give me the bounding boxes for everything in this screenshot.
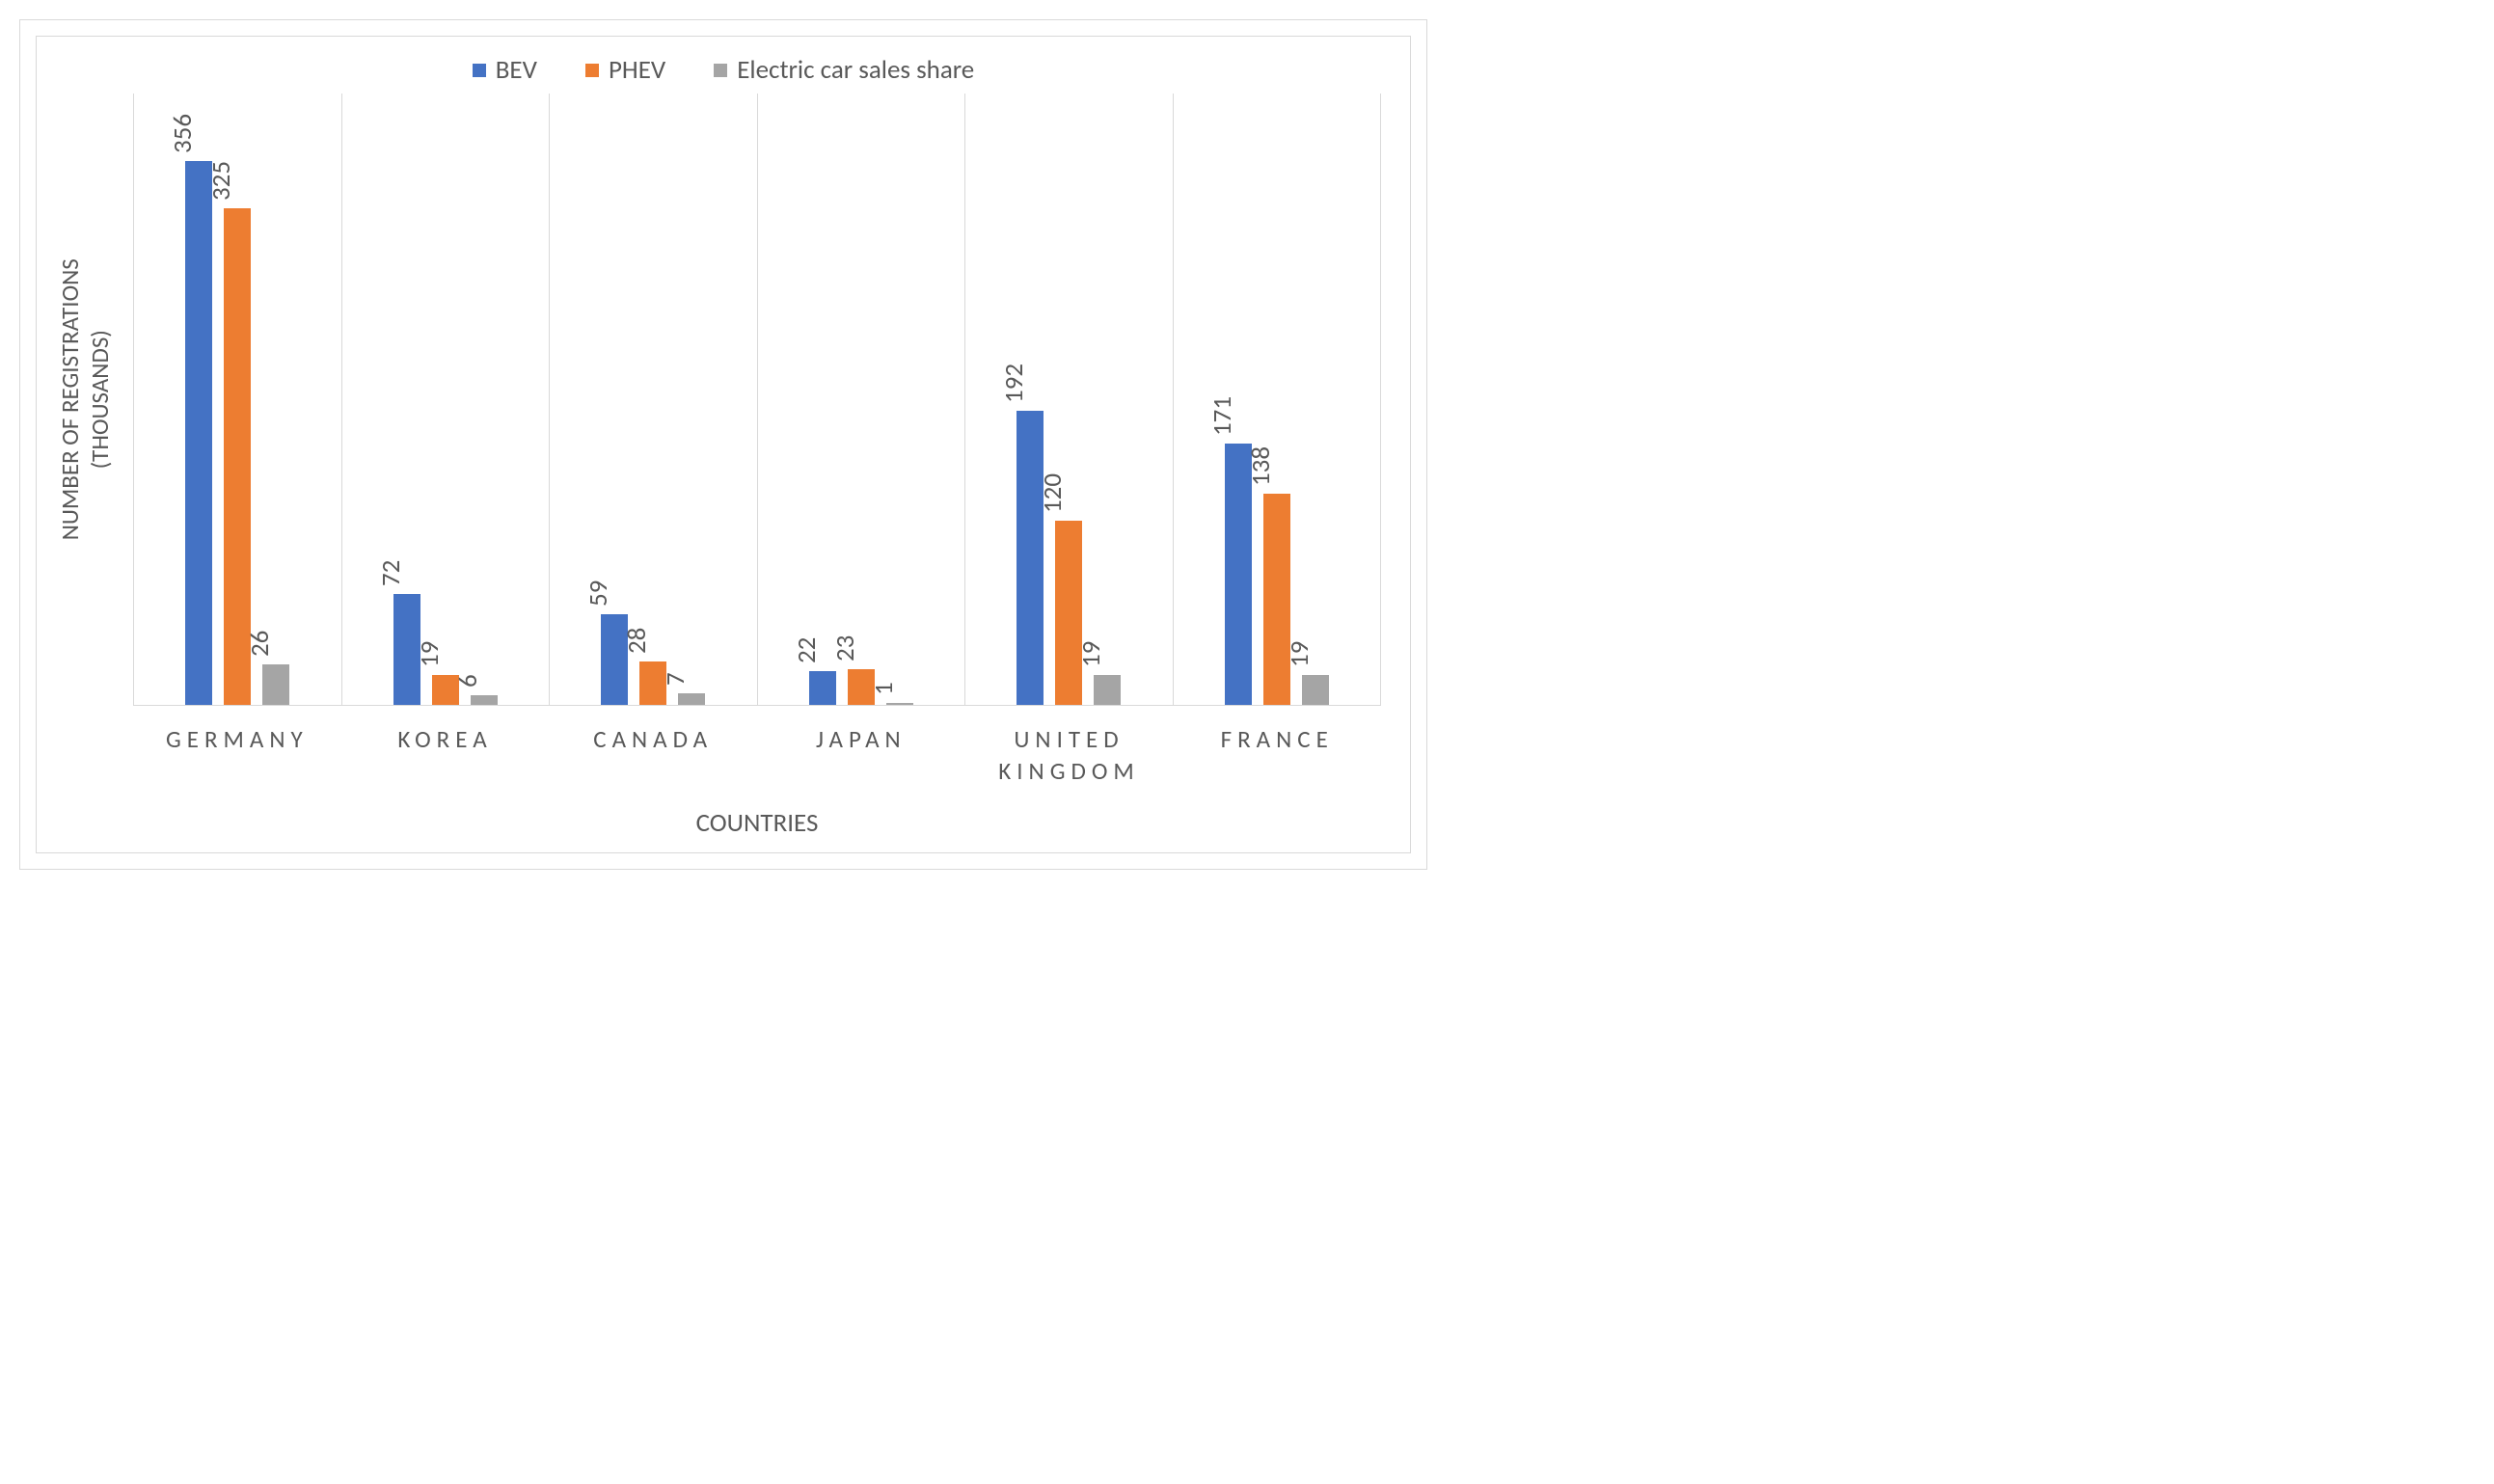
bar [185,161,212,705]
plot-area: 356325267219659287222311921201917113819 [133,94,1381,706]
legend: BEV PHEV Electric car sales share [37,37,1410,94]
bar-wrap: 325 [224,94,251,705]
bar [809,671,836,705]
bar-wrap: 19 [1094,94,1121,705]
bar-value-label: 7 [660,673,691,694]
bar-wrap: 1 [886,94,913,705]
bar-value-label: 22 [791,636,823,670]
bar-group: 19212019 [964,94,1173,705]
bar-group: 35632526 [133,94,341,705]
x-axis-title-row: COUNTRIES [37,797,1410,852]
bar-value-label: 171 [1206,396,1238,444]
bar-wrap: 120 [1055,94,1082,705]
x-axis-spacer [37,706,133,798]
legend-item: PHEV [585,54,665,86]
bar-value-label: 138 [1245,446,1277,494]
bar-wrap: 192 [1017,94,1044,705]
legend-item: BEV [473,54,537,86]
bar-wrap: 22 [809,94,836,705]
x-axis-category-label: CANADA [549,706,757,798]
y-axis-label-container: NUMBER OF REGISTRATIONS(THOUSANDS) [37,94,133,706]
bar-value-label: 6 [452,674,484,695]
x-axis-category-label: FRANCE [1173,706,1381,798]
bar-wrap: 72 [393,94,420,705]
bar-wrap: 26 [262,94,289,705]
x-axis-category-label: UNITED KINGDOM [965,706,1174,798]
bar-value-label: 59 [583,580,614,614]
chart-inner-border: BEV PHEV Electric car sales share NUMBER O… [36,36,1411,853]
plot-wrap: NUMBER OF REGISTRATIONS(THOUSANDS) 35632… [37,94,1410,706]
bar [1302,675,1329,704]
y-axis-label: NUMBER OF REGISTRATIONS(THOUSANDS) [55,258,116,540]
bar-value-label: 120 [1037,473,1069,521]
bar-wrap: 59 [601,94,628,705]
bar-wrap: 6 [471,94,498,705]
x-axis-title: COUNTRIES [133,797,1381,839]
bar-value-label: 26 [244,631,276,664]
bar-wrap: 171 [1225,94,1252,705]
legend-swatch [585,64,599,77]
bar-value-label: 1 [868,682,900,703]
bar [1094,675,1121,704]
legend-label: BEV [496,54,537,86]
bar-value-label: 19 [1284,641,1315,675]
chart-outer-border: BEV PHEV Electric car sales share NUMBER O… [19,19,1427,870]
bar-wrap: 138 [1263,94,1290,705]
x-axis-category-label: KOREA [341,706,550,798]
legend-item: Electric car sales share [714,54,974,86]
y-axis-label-line: (THOUSANDS) [85,258,115,540]
x-axis-category-label: GERMANY [133,706,341,798]
bar [1017,411,1044,704]
legend-swatch [473,64,486,77]
x-axis-labels-row: GERMANYKOREACANADAJAPANUNITED KINGDOMFRA… [37,706,1410,798]
bar-value-label: 192 [998,364,1030,411]
bar [262,664,289,704]
bar-value-label: 356 [167,114,199,161]
bar-value-label: 19 [414,641,446,675]
y-axis-label-line: NUMBER OF REGISTRATIONS [55,258,85,540]
bar [886,703,913,705]
bar [1055,521,1082,704]
bar-value-label: 23 [829,635,861,669]
bar-group: 59287 [549,94,757,705]
bar-wrap: 28 [639,94,666,705]
bar-value-label: 19 [1075,641,1107,675]
x-title-spacer [37,797,133,839]
legend-swatch [714,64,727,77]
bar-group: 22231 [757,94,965,705]
bar [471,695,498,705]
bar-value-label: 325 [205,161,237,208]
bar [678,693,705,704]
bar-wrap: 23 [848,94,875,705]
legend-label: PHEV [609,54,665,86]
bar-value-label: 72 [375,560,407,594]
bar-group: 72196 [341,94,550,705]
legend-label: Electric car sales share [737,54,974,86]
x-axis-labels: GERMANYKOREACANADAJAPANUNITED KINGDOMFRA… [133,706,1381,798]
bar-value-label: 28 [621,628,653,661]
bar-wrap: 7 [678,94,705,705]
bar-wrap: 19 [432,94,459,705]
bar-group: 17113819 [1173,94,1382,705]
x-axis-category-label: JAPAN [757,706,965,798]
bar-wrap: 19 [1302,94,1329,705]
